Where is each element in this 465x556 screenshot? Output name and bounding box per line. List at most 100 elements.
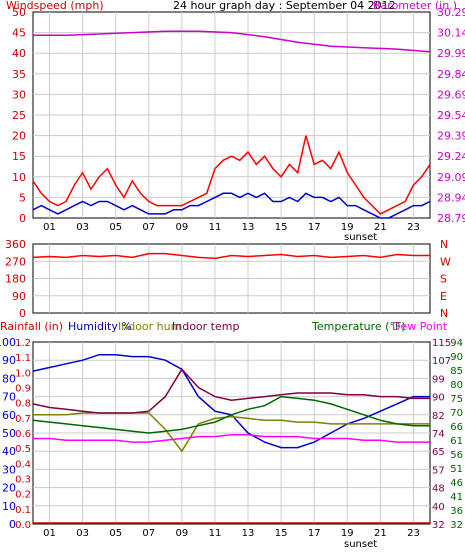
sunset-label-1: sunset	[344, 232, 377, 243]
windspeed-axis-label: Windspeed (mph)	[6, 0, 104, 12]
barometer-tick-label: 29.54	[437, 109, 465, 122]
temp-hum-series	[32, 353, 430, 524]
humidity-tick-label: 90	[2, 354, 16, 367]
temp-hum-ticks: 01020304050607080901000.00.10.20.30.40.5…	[0, 336, 463, 539]
compass-label: S	[440, 273, 447, 286]
barometer-tick-label: 29.99	[437, 47, 465, 60]
hour-tick-label: 19	[341, 528, 354, 539]
hour-tick-label: 03	[76, 222, 89, 233]
temperature-tick-label-b: 61	[450, 436, 463, 447]
humidity-tick-label: 40	[2, 445, 16, 458]
temperature-tick-label-b: 80	[450, 380, 463, 391]
rainfall-axis-label: Rainfall (in)	[0, 320, 63, 333]
barometer-tick-label: 30.14	[437, 27, 465, 40]
barometer-axis-label: Barometer (in.)	[373, 0, 457, 12]
windspeed-tick-label: 25	[12, 109, 26, 122]
compass-label: N	[440, 238, 448, 251]
temperature-tick-label-a: 115	[432, 338, 451, 349]
temperature-tick-label-a: 99	[432, 374, 445, 385]
temperature-tick-label-a: 57	[432, 465, 445, 476]
barometer-tick-label: 29.39	[437, 130, 465, 143]
temperature-tick-label-a: 82	[432, 411, 445, 422]
temperature-tick-label-b: 32	[450, 520, 463, 531]
rainfall-tick-label: 0.3	[15, 475, 31, 486]
hour-tick-label: 05	[109, 528, 122, 539]
rainfall-tick-label: 1.1	[15, 353, 31, 364]
humidity-tick-label: 60	[2, 409, 16, 422]
temperature-tick-label-b: 66	[450, 422, 463, 433]
temperature-tick-label-b: 70	[450, 408, 463, 419]
windspeed-tick-label: 30	[12, 88, 26, 101]
windspeed-tick-label: 0	[19, 212, 26, 225]
windspeed-tick-label: 15	[12, 150, 26, 163]
hour-tick-label: 01	[43, 222, 56, 233]
rainfall-tick-label: 0.6	[15, 429, 31, 440]
humidity-tick-label: 70	[2, 391, 16, 404]
hour-tick-label: 19	[341, 222, 354, 233]
temperature-tick-label-a: 90	[432, 393, 445, 404]
series-line-windspeed-avg	[32, 192, 431, 219]
temperature-tick-label-b: 94	[450, 338, 463, 349]
rainfall-tick-label: 0.4	[15, 459, 31, 470]
direction-tick-label: 0	[19, 307, 26, 320]
hour-tick-label: 05	[109, 222, 122, 233]
hour-tick-label: 17	[308, 528, 321, 539]
series-line-wind-direction	[32, 252, 430, 260]
hour-tick-label: 17	[308, 222, 321, 233]
direction-tick-label: 180	[5, 273, 26, 286]
dewpoint-axis-label: Dew Point	[392, 320, 448, 333]
barometer-tick-label: 30.29	[437, 6, 465, 19]
compass-label: E	[440, 290, 447, 303]
rainfall-tick-label: 0.5	[15, 444, 31, 455]
hour-tick-label: 13	[242, 528, 255, 539]
wind-direction-grid	[33, 244, 430, 313]
barometer-tick-label: 29.69	[437, 88, 465, 101]
hour-tick-label: 23	[407, 222, 420, 233]
temperature-tick-label-b: 75	[450, 394, 463, 405]
windspeed-tick-label: 50	[12, 6, 26, 19]
temperature-tick-label-b: 85	[450, 366, 463, 377]
barometer-tick-label: 29.84	[437, 68, 465, 81]
sunset-label-3: sunset	[344, 539, 377, 550]
hour-tick-label: 11	[209, 222, 222, 233]
rainfall-tick-label: 1.2	[15, 338, 31, 349]
humidity-tick-label: 30	[2, 463, 16, 476]
rainfall-tick-label: 1.0	[15, 368, 31, 379]
rainfall-tick-label: 0.2	[15, 490, 31, 501]
hour-tick-label: 11	[209, 528, 222, 539]
hour-tick-label: 01	[43, 528, 56, 539]
temperature-tick-label-b: 56	[450, 450, 463, 461]
hour-tick-label: 15	[275, 222, 288, 233]
hour-tick-label: 09	[176, 222, 189, 233]
hour-tick-label: 13	[242, 222, 255, 233]
humidity-tick-label: 20	[2, 482, 16, 495]
windspeed-tick-label: 35	[12, 68, 26, 81]
temperature-tick-label-a: 65	[432, 447, 445, 458]
temperature-tick-label-b: 51	[450, 464, 463, 475]
humidity-tick-label: 50	[2, 427, 16, 440]
direction-tick-label: 90	[12, 290, 26, 303]
rainfall-tick-label: 0.7	[15, 414, 31, 425]
indoor-hum-label: Indoor hum	[118, 320, 181, 333]
direction-tick-label: 270	[5, 255, 26, 268]
series-line-dew-point	[33, 434, 430, 443]
hour-tick-label: 07	[142, 222, 155, 233]
temperature-tick-label-a: 32	[432, 520, 445, 531]
hour-tick-label: 03	[76, 528, 89, 539]
wind-baro-series	[32, 30, 431, 219]
wind-baro-ticks: 0510152025303540455028.7928.9429.0929.24…	[12, 6, 465, 233]
wind-direction-series	[32, 252, 430, 260]
windspeed-tick-label: 45	[12, 27, 26, 40]
humidity-tick-label: 10	[2, 500, 16, 513]
humidity-axis-label: Humidity %	[68, 320, 132, 333]
windspeed-tick-label: 20	[12, 130, 26, 143]
humidity-tick-label: 80	[2, 372, 16, 385]
temperature-tick-label-a: 40	[432, 502, 445, 513]
temperature-tick-label-b: 90	[450, 352, 463, 363]
temperature-tick-label-a: 74	[432, 429, 445, 440]
hour-tick-label: 21	[374, 222, 387, 233]
series-line-windspeed-mph-	[32, 135, 431, 215]
